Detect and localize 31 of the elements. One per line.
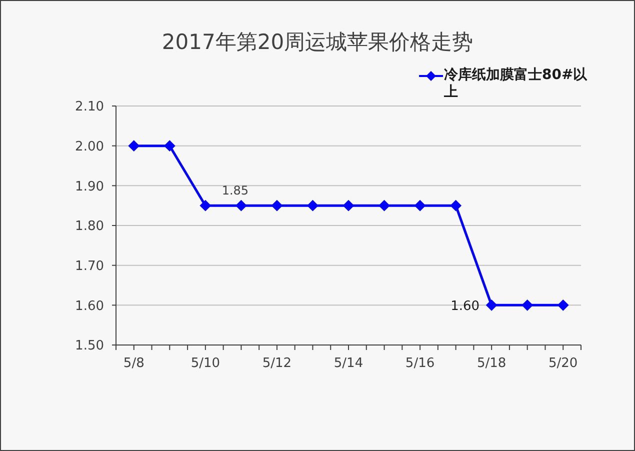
x-tick-label: 5/10 — [190, 356, 220, 371]
legend-label: 冷库纸加膜富士80#以上 — [444, 67, 588, 101]
point — [307, 200, 318, 212]
point — [450, 200, 462, 212]
x-tick-label: 5/16 — [405, 356, 435, 371]
data-label: 1.60 — [450, 299, 480, 314]
point — [486, 300, 498, 311]
x-tick-label: 5/12 — [262, 356, 292, 371]
y-tick-label: 1.80 — [75, 219, 104, 234]
y-tick-label: 1.60 — [75, 298, 104, 314]
y-tick-label: 1.50 — [75, 338, 104, 354]
y-tick-label: 2.00 — [75, 139, 104, 154]
point — [558, 300, 569, 311]
point — [271, 200, 282, 212]
data-label: 1.85 — [222, 184, 249, 198]
y-tick-label: 1.70 — [75, 258, 104, 274]
point — [414, 200, 426, 212]
point — [236, 200, 247, 212]
point — [378, 200, 390, 212]
x-tick-label: 5/18 — [476, 356, 506, 371]
point — [343, 200, 354, 212]
chart-title: 2017年第20周运城苹果价格走势 — [160, 29, 474, 56]
point — [128, 140, 140, 152]
x-tick-label: 5/14 — [334, 356, 364, 371]
x-tick-label: 5/8 — [123, 356, 144, 371]
point — [200, 200, 211, 212]
x-tick-label: 5/20 — [548, 356, 578, 371]
point — [522, 300, 533, 311]
y-tick-label: 1.90 — [75, 179, 104, 194]
y-tick-label: 2.10 — [75, 100, 104, 115]
point — [164, 140, 176, 152]
